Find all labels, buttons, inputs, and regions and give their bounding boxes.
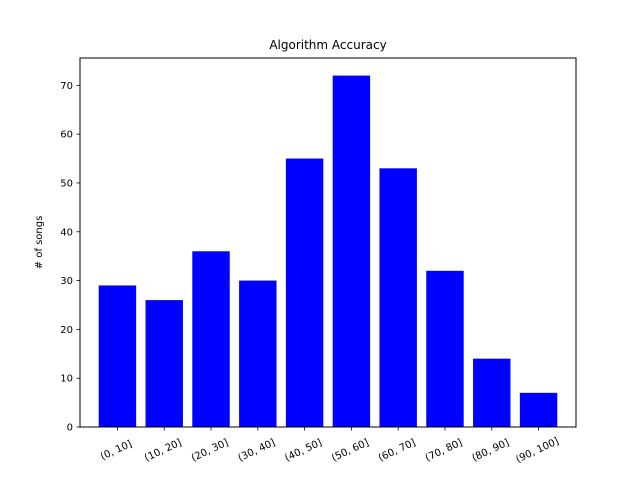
y-tick-label: 0 — [67, 423, 73, 434]
y-tick-label: 30 — [60, 276, 73, 287]
x-axis: (0, 10] (10, 20] (20, 30] (30, 40] (40, 50](… — [99, 427, 561, 465]
x-tick-label: (70, 80] — [424, 437, 465, 464]
x-tick-label: (10, 20] — [143, 437, 184, 464]
x-tick-label: (90, 100] — [514, 436, 560, 465]
bar-5 — [285, 158, 324, 428]
bars-group — [98, 75, 558, 428]
bar-8 — [426, 270, 464, 427]
bar-3 — [192, 251, 230, 427]
chart-title: Algorithm Accuracy — [269, 38, 386, 52]
bar-6 — [332, 75, 371, 428]
bar-9 — [473, 358, 511, 427]
y-tick-label: 10 — [60, 374, 73, 385]
y-tick-label: 70 — [60, 81, 73, 92]
x-tick-label: (40, 50] — [283, 437, 324, 464]
y-tick-label: 60 — [60, 130, 73, 141]
bar-4 — [239, 280, 277, 427]
bar-10 — [519, 392, 558, 427]
y-axis: 0 10 20 30 40 50 60 70 — [60, 81, 80, 434]
bar-1 — [98, 285, 137, 427]
y-tick-label: 40 — [60, 227, 73, 238]
plot-frame — [79, 57, 577, 428]
y-tick-label: 50 — [60, 178, 73, 189]
x-tick-label: (60, 70] — [377, 437, 418, 464]
x-tick-label: (0, 10] — [99, 439, 134, 463]
bar-7 — [379, 168, 417, 428]
y-axis-label: # of songs — [34, 216, 45, 270]
x-tick-label: (80, 90] — [470, 437, 511, 464]
bar-2 — [145, 300, 183, 427]
x-tick-label: (20, 30] — [190, 437, 231, 464]
y-tick-label: 20 — [60, 325, 73, 336]
x-tick-label: (30, 40] — [236, 437, 277, 464]
x-tick-label: (50, 60] — [330, 437, 371, 464]
